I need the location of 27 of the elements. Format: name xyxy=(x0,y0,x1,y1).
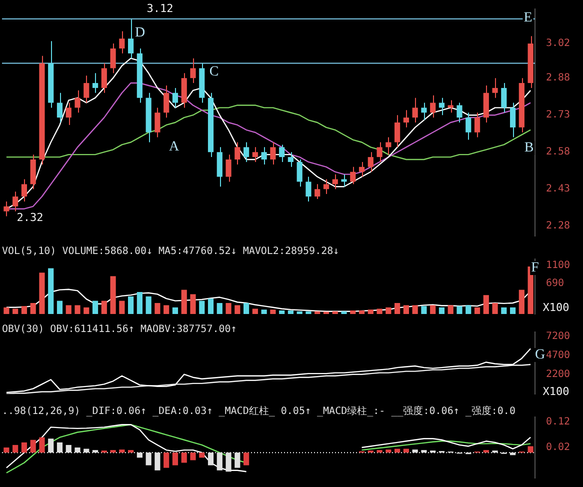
y-tick-label: 1100 xyxy=(546,260,570,272)
y-tick-label: 2.88 xyxy=(546,72,570,84)
text: X100 xyxy=(542,384,570,398)
y-tick-label: 4700 xyxy=(546,350,570,362)
y-tick-label: 2.73 xyxy=(546,110,570,121)
chart-title: ..98(12,26,9) _DIF:0.06↑ _DEA:0.03↑ _MACD红柱_ 0.05↑ _MACD绿柱_:- __强度:0.06↑ _强度:0.0 xyxy=(2,404,516,418)
annotation: C xyxy=(209,64,219,80)
y-tick-label: 7200 xyxy=(546,331,570,342)
annotation: F xyxy=(531,260,540,276)
y-tick-label: 690 xyxy=(546,278,564,290)
annotation: 3.12 xyxy=(146,2,174,15)
y-tick-label: 2.58 xyxy=(546,146,570,158)
annotation: A xyxy=(168,140,180,155)
chart-title: VOL(5,10) VOLUME:5868.00↓ MA5:47760.52↓ MAVOL2:28959.28↓ xyxy=(2,246,340,257)
y-tick-label: 3.02 xyxy=(546,38,570,50)
y-tick-label: 0.02 xyxy=(546,442,570,454)
annotation: 2.32 xyxy=(16,210,44,224)
y-tick-label: 2200 xyxy=(546,368,570,380)
annotation: B xyxy=(524,140,534,156)
y-tick-label: 2.28 xyxy=(546,220,570,232)
chart-title: OBV(30) OBV:611411.56↑ MAOBV:387757.00↑ xyxy=(2,324,237,335)
y-tick-label: 2.43 xyxy=(546,184,570,195)
annotation: E xyxy=(524,10,532,26)
annotation: G xyxy=(534,348,546,363)
annotation: D xyxy=(134,26,146,41)
text: X100 xyxy=(542,300,570,314)
y-tick-label: 0.12 xyxy=(546,416,570,428)
